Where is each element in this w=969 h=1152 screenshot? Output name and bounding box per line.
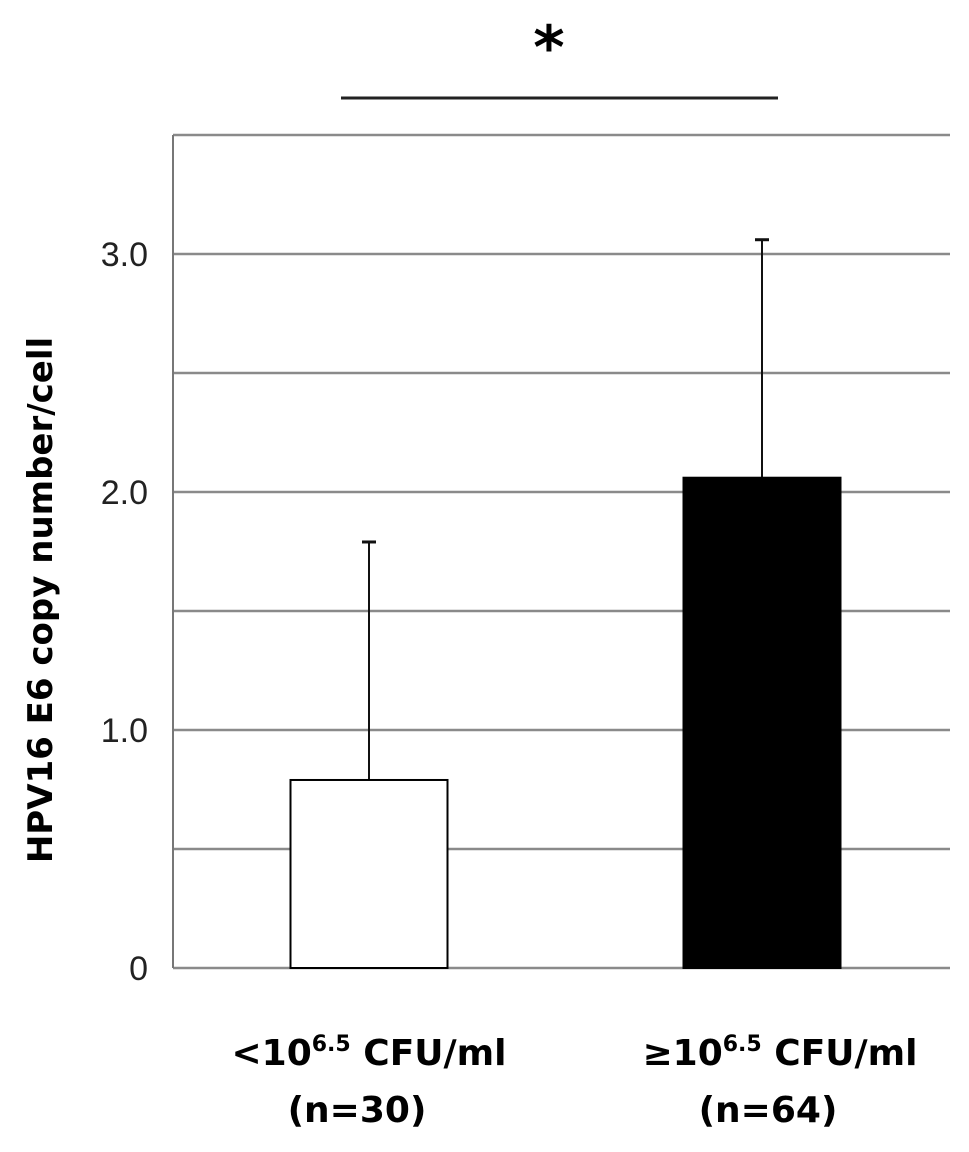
x-tick-sample-size: (n=30) xyxy=(288,1090,427,1131)
y-tick-label: 3.0 xyxy=(101,236,148,274)
y-tick-labels: 0 1.0 2.0 3.0 xyxy=(101,236,148,988)
y-tick-label: 0 xyxy=(129,950,148,988)
x-tick-label: ≥106.5 CFU/ml xyxy=(642,1032,917,1074)
bar xyxy=(289,778,449,969)
significance-asterisk: * xyxy=(533,13,564,83)
bars xyxy=(289,238,842,969)
y-tick-label: 1.0 xyxy=(101,712,148,750)
significance-marker: * xyxy=(341,13,778,100)
bar xyxy=(682,476,842,969)
x-tick-labels: <106.5 CFU/ml (n=30) ≥106.5 CFU/ml (n=64) xyxy=(231,1032,917,1131)
x-tick-sample-size: (n=64) xyxy=(699,1090,838,1131)
y-tick-label: 2.0 xyxy=(101,474,148,512)
x-tick-label: <106.5 CFU/ml xyxy=(231,1032,506,1074)
y-axis-label: HPV16 E6 copy number/cell xyxy=(21,337,61,863)
